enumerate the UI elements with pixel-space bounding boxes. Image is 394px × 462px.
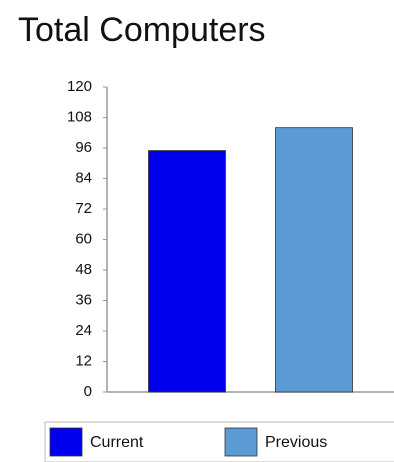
- y-tick-label: 120: [67, 78, 92, 95]
- y-tick-label: 48: [75, 261, 92, 278]
- y-tick-label: 108: [67, 108, 92, 125]
- y-tick-label: 36: [75, 291, 92, 308]
- y-tick-label: 24: [75, 322, 92, 339]
- bar: [148, 150, 226, 393]
- y-tick-label: 60: [75, 230, 92, 247]
- y-tick-label: 84: [75, 169, 92, 186]
- legend-label: Current: [90, 434, 144, 451]
- legend-swatch: [49, 427, 83, 457]
- chart-title: Total Computers: [18, 11, 266, 49]
- legend: [44, 421, 394, 462]
- legend-label: Previous: [265, 434, 327, 451]
- y-tick-label: 96: [75, 139, 92, 156]
- y-tick-label: 12: [75, 352, 92, 369]
- y-tick-label: 72: [75, 200, 92, 217]
- bar: [275, 127, 353, 393]
- legend-swatch: [224, 427, 258, 457]
- y-tick-label: 0: [84, 383, 92, 400]
